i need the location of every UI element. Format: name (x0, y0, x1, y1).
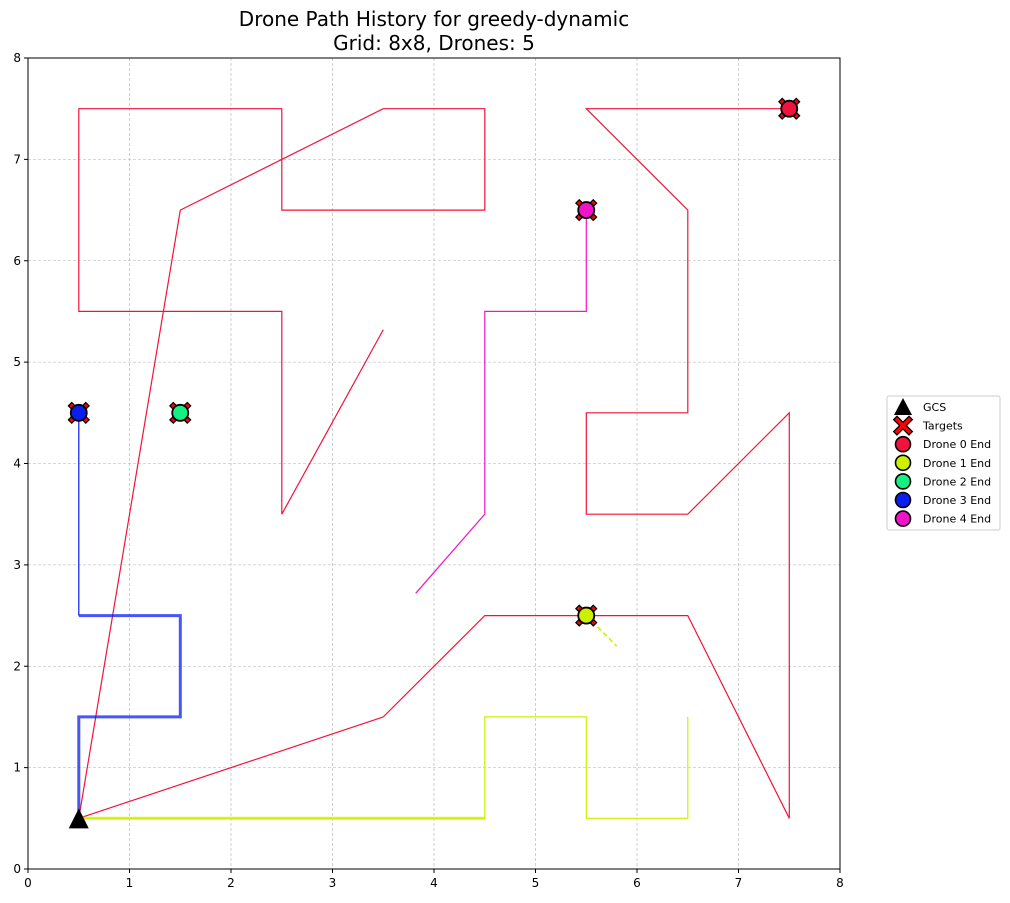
legend-box (886, 395, 1001, 531)
y-tick-label: 7 (13, 152, 21, 166)
x-tick-label: 5 (532, 876, 540, 890)
x-tick-label: 1 (126, 876, 134, 890)
legend-label: GCS (923, 401, 946, 414)
x-tick-label: 8 (836, 876, 844, 890)
drone-1-planned-path (585, 615, 618, 647)
axis-ticks: 0 1 2 3 4 5 6 7 8 0 1 2 3 4 5 6 7 8 (13, 51, 843, 890)
drone-3-path-overlap (77, 614, 182, 819)
legend-drone-icon (894, 435, 912, 453)
y-tick-label: 8 (13, 51, 21, 65)
legend-label: Drone 0 End (923, 438, 991, 451)
legend-gcs-icon (894, 398, 912, 415)
x-tick-label: 6 (633, 876, 641, 890)
legend-target-icon (894, 417, 912, 435)
x-tick-label: 0 (24, 876, 32, 890)
drone-0-path (78, 108, 486, 819)
drone-4-end-marker (577, 201, 596, 219)
y-tick-label: 6 (13, 254, 21, 268)
legend-drone-icon (894, 510, 912, 527)
legend-drone-icon (894, 454, 912, 472)
legend-drone-icon (894, 491, 912, 509)
x-tick-label: 2 (227, 876, 235, 890)
drone-0-path (78, 108, 790, 819)
x-tick-label: 4 (430, 876, 438, 890)
y-tick-label: 0 (13, 862, 21, 876)
y-tick-label: 2 (13, 659, 21, 673)
gcs-marker (68, 808, 89, 829)
drone-2-end-marker (171, 403, 190, 422)
chart-title: Drone Path History for greedy-dynamic (239, 7, 629, 31)
y-tick-label: 1 (13, 761, 21, 775)
x-tick-label: 3 (329, 876, 337, 890)
y-tick-label: 3 (13, 558, 21, 572)
legend-label: Drone 2 End (923, 475, 991, 488)
grid-lines (28, 58, 840, 869)
legend-label: Drone 1 End (923, 457, 991, 470)
legend: GCS Targets Drone 0 End Drone 1 End Drone 2 … (886, 395, 1001, 531)
legend-label: Targets (922, 420, 963, 433)
y-tick-label: 4 (13, 457, 21, 471)
legend-label: Drone 3 End (923, 494, 991, 507)
chart-subtitle: Grid: 8x8, Drones: 5 (333, 31, 535, 55)
legend-drone-icon (894, 473, 912, 490)
legend-label: Drone 4 End (923, 513, 991, 526)
drone-paths (77, 108, 790, 820)
x-tick-label: 7 (735, 876, 743, 890)
drone-3-end-marker (69, 403, 88, 422)
drone-0-end-marker (780, 99, 799, 118)
drone-4-path (415, 210, 587, 594)
drone-markers (67, 97, 801, 829)
y-tick-label: 5 (13, 355, 21, 369)
drone-1-end-marker (577, 606, 596, 625)
